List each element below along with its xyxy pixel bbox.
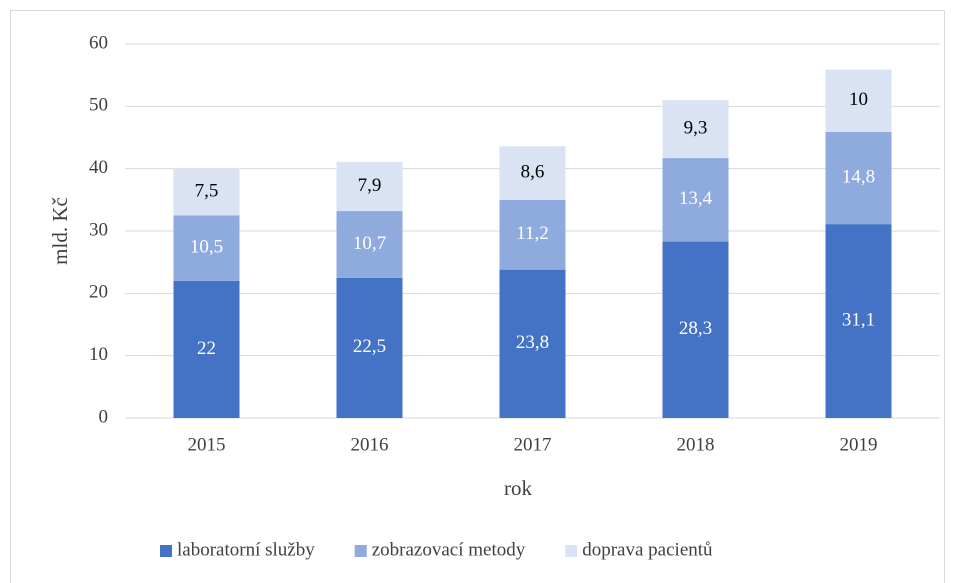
y-tick-label: 0 [99,406,109,427]
y-tick-label: 20 [89,282,108,303]
data-label: 28,3 [679,318,712,339]
legend-label: laboratorní služby [177,539,315,560]
data-label: 23,8 [516,332,549,353]
data-label: 8,6 [521,161,545,182]
data-label: 31,1 [842,309,875,330]
data-label: 10,5 [190,237,223,258]
x-tick-label: 2016 [351,434,389,455]
bar-segment [825,69,892,132]
x-tick-label: 2019 [840,434,878,455]
y-axis-label: mld. Kč [48,197,72,265]
bar-segment [662,241,729,418]
y-tick-label: 10 [89,344,108,365]
bar-segment [499,199,566,270]
data-label: 7,9 [358,175,382,196]
bar-segment [662,100,729,159]
bar-segment [336,161,403,212]
x-tick-label: 2018 [677,434,715,455]
legend-swatch [565,545,578,557]
data-label: 11,2 [516,223,549,244]
legend-swatch [160,545,172,557]
bar-segment [173,168,240,216]
data-label: 22 [197,338,216,359]
data-label: 13,4 [679,188,713,209]
data-label: 9,3 [684,117,708,138]
bar-segment [336,211,403,278]
legend-swatch [354,545,367,557]
y-tick-label: 30 [89,219,108,240]
bar-segment [499,146,566,200]
data-label: 10,7 [353,233,386,254]
y-tick-label: 50 [89,95,108,116]
y-tick-label: 40 [89,157,108,178]
bar-segment [825,131,892,225]
bar-segment [173,215,240,281]
chart-border [10,10,945,583]
x-tick-label: 2017 [514,434,552,455]
data-label: 14,8 [842,166,875,187]
bar-segment [662,158,729,242]
data-label: 7,5 [195,180,219,201]
data-label: 10 [849,89,868,110]
x-tick-label: 2015 [188,434,226,455]
legend-label: doprava pacientů [582,539,713,560]
legend-label: zobrazovací metody [372,539,526,560]
y-tick-label: 60 [89,32,108,53]
bar-segment [336,277,403,418]
bar-segment [499,269,566,418]
data-label: 22,5 [353,336,386,357]
x-axis-label: rok [504,476,532,500]
bar-segment [173,280,240,418]
bar-segment [825,224,892,418]
